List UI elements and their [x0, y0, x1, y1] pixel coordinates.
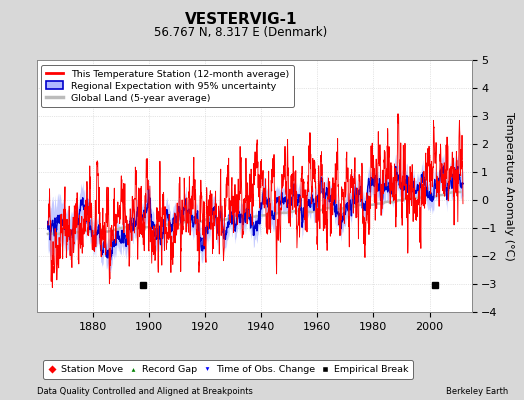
Text: Data Quality Controlled and Aligned at Breakpoints: Data Quality Controlled and Aligned at B…: [37, 387, 253, 396]
Text: VESTERVIG-1: VESTERVIG-1: [185, 12, 297, 27]
Text: Berkeley Earth: Berkeley Earth: [446, 387, 508, 396]
Y-axis label: Temperature Anomaly (°C): Temperature Anomaly (°C): [505, 112, 515, 260]
Legend: Station Move, Record Gap, Time of Obs. Change, Empirical Break: Station Move, Record Gap, Time of Obs. C…: [43, 360, 413, 379]
Text: 56.767 N, 8.317 E (Denmark): 56.767 N, 8.317 E (Denmark): [155, 26, 328, 39]
